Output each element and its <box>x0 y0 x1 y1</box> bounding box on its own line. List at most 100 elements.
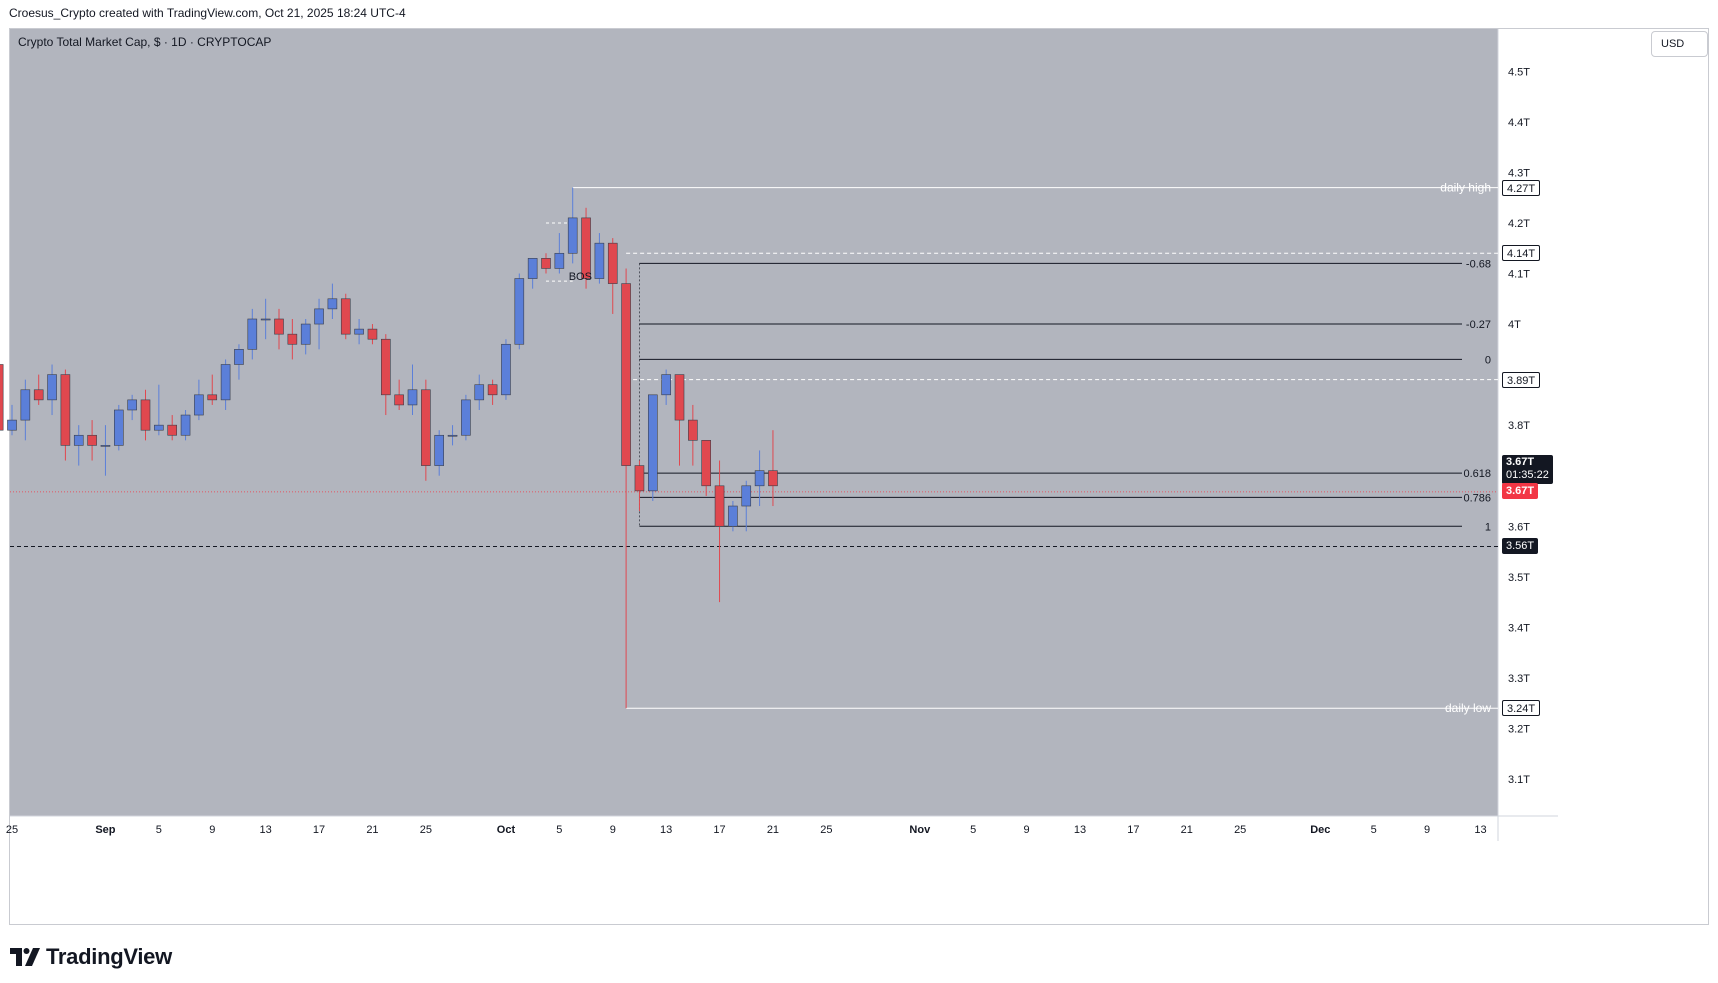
candle <box>594 233 605 284</box>
candle <box>300 318 311 355</box>
tradingview-logo: TradingView <box>10 944 172 970</box>
x-tick-label: 21 <box>366 824 378 836</box>
candle-body <box>354 328 364 335</box>
candle-body <box>327 298 338 310</box>
candle <box>421 379 431 481</box>
candle <box>567 187 578 264</box>
candle-body <box>274 318 284 335</box>
candle-body <box>701 440 712 487</box>
fib-label: 1 <box>1485 521 1491 533</box>
candle-body <box>754 470 765 487</box>
level-price-tag: 4.27T <box>1502 179 1541 196</box>
x-tick-label: 13 <box>1474 824 1486 836</box>
x-tick-label: 13 <box>1074 824 1086 836</box>
bos-annotation: BOS <box>569 271 592 283</box>
candle <box>234 344 244 380</box>
x-tick-label: 21 <box>1181 824 1193 836</box>
candle-body <box>434 434 445 466</box>
candle-body <box>647 394 658 492</box>
candle <box>754 450 765 507</box>
level-price-tag: 3.24T <box>1502 700 1541 717</box>
fib-label: -0.68 <box>1466 258 1491 270</box>
candle <box>634 460 645 512</box>
candle-body <box>194 394 204 416</box>
candle <box>447 425 458 446</box>
candle <box>554 233 565 274</box>
bar-countdown: 01:35:22 <box>1506 469 1549 481</box>
candle-body <box>7 419 17 431</box>
x-tick-label: 17 <box>1127 824 1139 836</box>
candle-body <box>260 318 271 321</box>
candle <box>33 374 44 405</box>
candle <box>287 318 298 360</box>
x-tick-label: 25 <box>820 824 832 836</box>
candle <box>407 364 418 416</box>
candle <box>380 334 391 416</box>
price-axis-ticks: 4.5T 4.4T 4.3T 4.2T 4.1T 4T 3.8T 3.6T 3.5T 3.4T 3.… <box>1508 66 1530 786</box>
x-tick-label: 25 <box>6 824 18 836</box>
x-tick-label: Sep <box>95 824 115 836</box>
time-axis <box>10 816 1558 841</box>
candle-body <box>140 399 151 431</box>
close-price-tag: 3.67T <box>1502 483 1539 499</box>
candle-body <box>234 349 244 365</box>
x-tick-label: 9 <box>1024 824 1030 836</box>
candle-body <box>567 217 578 254</box>
chart-credit: Croesus_Crypto created with TradingView.… <box>9 6 406 20</box>
candle-body <box>367 328 378 340</box>
fib-label: 0 <box>1485 354 1491 366</box>
candle <box>487 379 498 405</box>
x-tick-label: 9 <box>610 824 616 836</box>
candle <box>728 500 738 532</box>
candle <box>207 374 218 405</box>
candle-body <box>167 424 177 436</box>
candle <box>688 404 698 466</box>
y-tick-label: 3.8T <box>1508 420 1530 432</box>
candle <box>314 298 324 350</box>
horizontal-levels: daily high daily low <box>10 181 1498 715</box>
candle <box>220 359 231 410</box>
candle-body <box>340 298 351 335</box>
candle-body <box>33 389 44 401</box>
x-tick-label: 5 <box>556 824 562 836</box>
candle <box>701 440 712 496</box>
candle-body <box>127 399 137 411</box>
candle-body <box>100 445 111 447</box>
candle-body <box>714 485 725 527</box>
fibonacci-retracement: -0.68 -0.27 0 0.618 0.786 1 <box>639 258 1491 533</box>
candle-body <box>661 374 671 396</box>
x-tick-label: 25 <box>420 824 432 836</box>
candle <box>527 258 538 289</box>
candle <box>541 253 551 274</box>
candle <box>87 420 97 461</box>
y-tick-label: 3.2T <box>1508 723 1530 735</box>
candle <box>247 308 258 360</box>
fib-label: 0.618 <box>1463 468 1491 480</box>
candle-body <box>581 217 591 279</box>
y-tick-label: 4.4T <box>1508 117 1530 129</box>
price-axis <box>1498 29 1558 816</box>
candle-body <box>527 258 538 279</box>
candle <box>621 268 631 709</box>
x-tick-label: 9 <box>209 824 215 836</box>
candle <box>0 364 4 431</box>
candle-body <box>380 338 391 396</box>
candle <box>73 425 84 466</box>
candle-body <box>87 434 97 446</box>
y-tick-label: 3.4T <box>1508 622 1530 634</box>
candle <box>461 394 471 441</box>
candle <box>581 207 591 289</box>
x-tick-label: 5 <box>970 824 976 836</box>
level-label: daily low <box>1445 701 1491 715</box>
candle <box>167 415 177 441</box>
x-tick-label: 13 <box>260 824 272 836</box>
candle <box>7 404 17 436</box>
candle <box>127 394 137 421</box>
fib-label: -0.27 <box>1466 319 1491 331</box>
currency-button[interactable]: USD <box>1651 31 1708 57</box>
candle <box>47 364 57 416</box>
candle-body <box>501 343 511 396</box>
x-tick-label: Oct <box>497 824 516 836</box>
candle-body <box>407 389 418 406</box>
